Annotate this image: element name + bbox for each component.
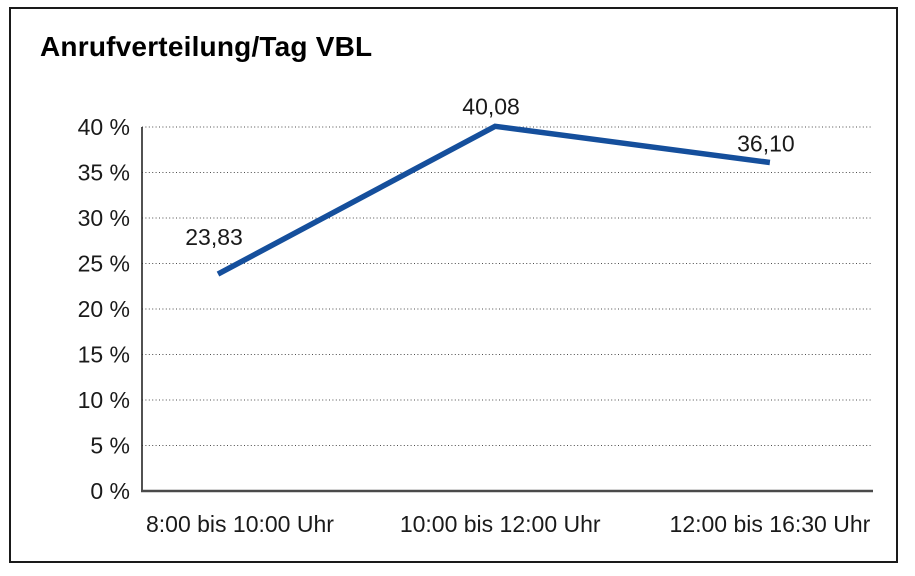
x-tick-label: 10:00 bis 12:00 Uhr — [400, 511, 601, 537]
y-tick-label: 5 % — [90, 433, 130, 459]
y-tick-label: 30 % — [78, 205, 130, 231]
y-tick-label: 35 % — [78, 160, 130, 186]
data-label: 36,10 — [737, 130, 795, 156]
y-tick-label: 0 % — [90, 478, 130, 504]
data-label: 40,08 — [462, 93, 520, 119]
y-tick-label: 10 % — [78, 387, 130, 413]
chart-frame — [9, 7, 898, 563]
y-tick-label: 40 % — [78, 114, 130, 140]
data-line — [216, 123, 771, 277]
y-tick-label: 15 % — [78, 342, 130, 368]
chart-title: Anrufverteilung/Tag VBL — [40, 31, 373, 62]
y-tick-label: 20 % — [78, 296, 130, 322]
data-label: 23,83 — [185, 224, 243, 250]
y-tick-label: 25 % — [78, 251, 130, 277]
x-tick-label: 12:00 bis 16:30 Uhr — [670, 511, 871, 537]
x-tick-label: 8:00 bis 10:00 Uhr — [146, 511, 334, 537]
